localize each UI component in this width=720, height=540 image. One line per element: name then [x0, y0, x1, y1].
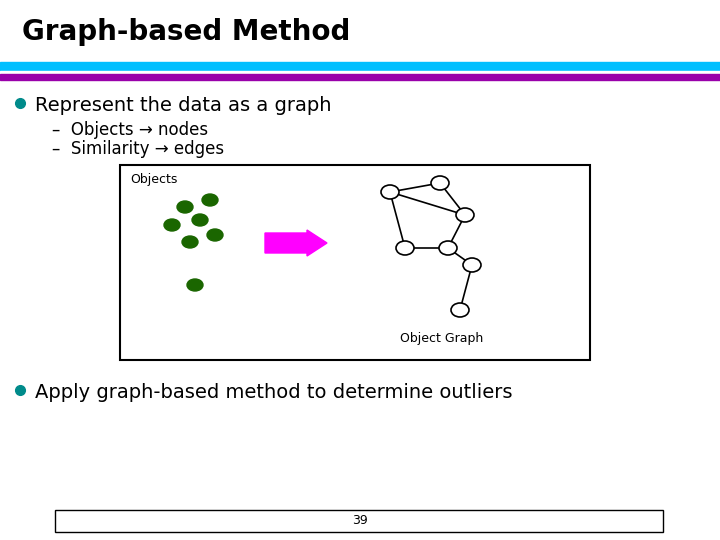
Ellipse shape [439, 241, 457, 255]
Ellipse shape [381, 185, 399, 199]
Bar [0, 62, 720, 71]
Text: –  Objects → nodes: – Objects → nodes [52, 121, 208, 139]
Ellipse shape [451, 303, 469, 317]
Ellipse shape [182, 236, 198, 248]
Text: Apply graph-based method to determine outliers: Apply graph-based method to determine ou… [35, 383, 513, 402]
Text: Object Graph: Object Graph [400, 332, 483, 345]
Bar [120, 165, 590, 360]
Ellipse shape [187, 279, 203, 291]
Text: Graph-based Method: Graph-based Method [22, 18, 351, 46]
Ellipse shape [164, 219, 180, 231]
Text: Represent the data as a graph: Represent the data as a graph [35, 96, 331, 115]
Ellipse shape [463, 258, 481, 272]
Ellipse shape [431, 176, 449, 190]
Text: Objects: Objects [130, 173, 177, 186]
Ellipse shape [207, 229, 223, 241]
Ellipse shape [396, 241, 414, 255]
Text: 39: 39 [352, 515, 368, 528]
Bar [55, 510, 663, 532]
Ellipse shape [177, 201, 193, 213]
Ellipse shape [192, 214, 208, 226]
FancyArrow shape [265, 230, 327, 256]
Bar [0, 71, 720, 74]
Ellipse shape [202, 194, 218, 206]
Text: –  Similarity → edges: – Similarity → edges [52, 140, 224, 158]
Bar [0, 74, 720, 80]
Ellipse shape [456, 208, 474, 222]
